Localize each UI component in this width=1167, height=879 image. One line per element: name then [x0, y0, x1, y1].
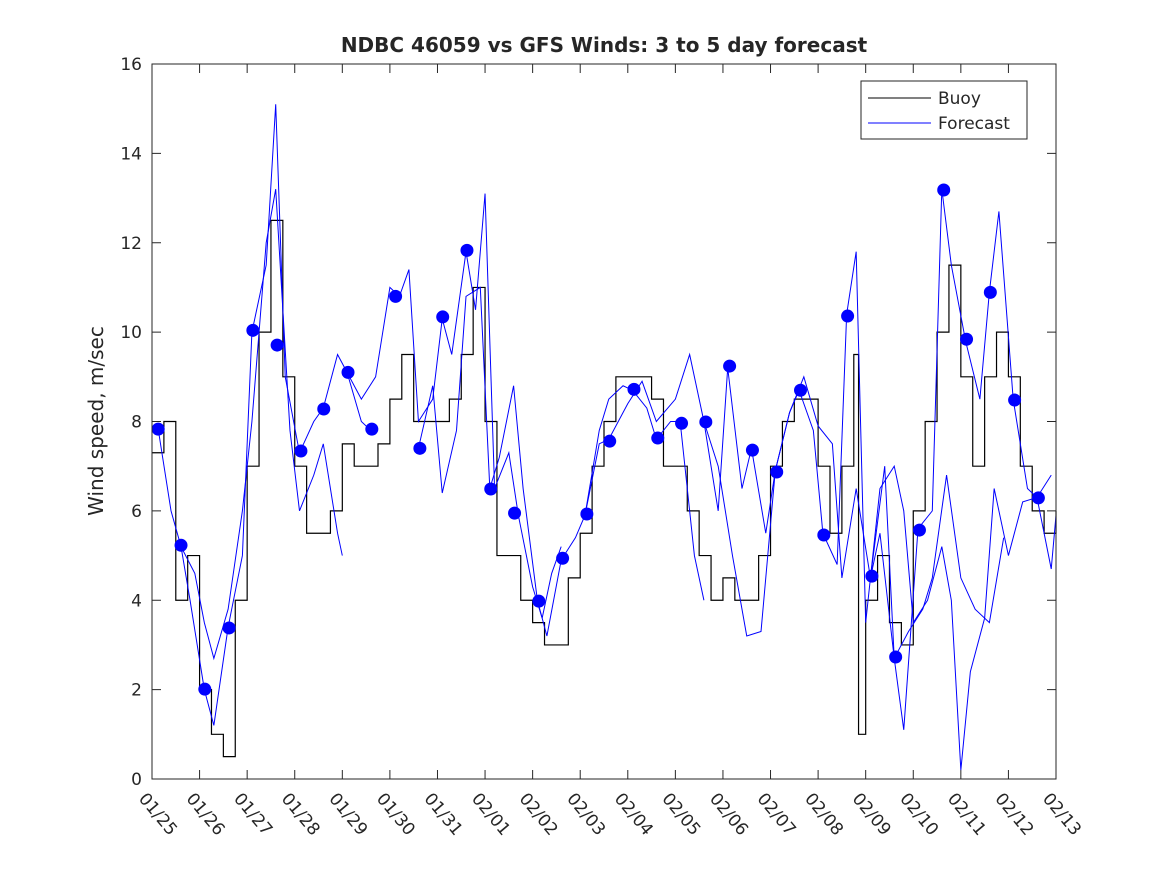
forecast-marker: [794, 383, 808, 397]
x-tick-label: 02/07: [753, 789, 800, 839]
forecast-marker: [246, 323, 260, 337]
forecast-marker: [699, 415, 713, 429]
forecast-marker: [1008, 393, 1022, 407]
forecast-series-line: [180, 189, 343, 661]
x-tick-label: 01/28: [277, 789, 324, 839]
x-tick-label: 02/10: [895, 789, 942, 839]
forecast-series-line: [346, 193, 562, 619]
y-tick-label: 4: [131, 591, 142, 611]
y-tick-label: 6: [131, 502, 142, 522]
forecast-series-line: [703, 375, 1052, 771]
forecast-marker: [1031, 491, 1045, 505]
legend: Buoy Forecast: [860, 80, 1028, 140]
y-tick-label: 12: [120, 234, 142, 254]
forecast-marker: [627, 382, 641, 396]
forecast-marker: [556, 551, 570, 565]
y-tick-label: 8: [131, 413, 142, 433]
forecast-marker: [865, 569, 879, 583]
x-tick-label: 01/25: [134, 789, 181, 839]
x-tick-label: 02/04: [610, 789, 657, 839]
forecast-marker: [294, 444, 308, 458]
forecast-marker: [603, 434, 617, 448]
y-tick-label: 2: [131, 681, 142, 701]
x-tick-label: 02/06: [705, 789, 752, 839]
x-tick-label: 02/09: [848, 789, 895, 839]
forecast-series-line: [869, 466, 1005, 661]
forecast-marker: [937, 183, 951, 197]
forecast-marker: [580, 507, 594, 521]
forecast-marker: [198, 682, 212, 696]
forecast-marker: [365, 422, 379, 436]
forecast-marker: [651, 431, 665, 445]
y-tick-label: 10: [120, 323, 142, 343]
y-tick-label: 16: [120, 55, 142, 75]
forecast-marker: [889, 650, 903, 664]
x-tick-label: 02/05: [658, 789, 705, 839]
forecast-marker: [745, 443, 759, 457]
x-tick-label: 01/27: [229, 789, 276, 839]
forecast-marker: [174, 538, 188, 552]
x-tick-label: 02/02: [515, 789, 562, 839]
forecast-marker: [723, 359, 737, 373]
y-axis-label: Wind speed, m/sec: [84, 326, 108, 516]
forecast-marker: [222, 621, 236, 635]
forecast-marker: [413, 441, 427, 455]
x-tick-label: 01/30: [372, 789, 419, 839]
x-tick-label: 02/12: [991, 789, 1038, 839]
x-tick-label: 02/08: [800, 789, 847, 839]
forecast-marker: [484, 482, 498, 496]
forecast-marker: [460, 243, 474, 257]
forecast-marker: [436, 310, 450, 324]
x-tick-label: 01/26: [182, 789, 229, 839]
forecast-marker: [817, 528, 831, 542]
forecast-series-line: [584, 189, 1057, 730]
forecast-marker: [841, 309, 855, 323]
y-tick-label: 0: [131, 770, 142, 790]
chart-title: NDBC 46059 vs GFS Winds: 3 to 5 day fore…: [341, 33, 868, 57]
plot-frame: [151, 63, 1057, 780]
forecast-marker: [960, 332, 974, 346]
legend-forecast-label: Forecast: [938, 114, 1010, 134]
forecast-marker: [341, 365, 355, 379]
forecast-marker: [317, 402, 331, 416]
forecast-series-line: [157, 104, 372, 726]
x-tick-label: 01/29: [324, 789, 371, 839]
x-tick-label: 01/31: [420, 789, 467, 839]
forecast-marker: [508, 506, 522, 520]
forecast-marker: [770, 465, 784, 479]
forecast-marker: [151, 422, 165, 436]
x-tick-label: 02/11: [943, 789, 990, 839]
legend-buoy-label: Buoy: [938, 89, 981, 109]
x-tick-label: 02/03: [562, 789, 609, 839]
forecast-marker: [983, 285, 997, 299]
y-tick-label: 14: [120, 144, 142, 164]
forecast-marker: [532, 594, 546, 608]
forecast-marker: [675, 416, 689, 430]
x-tick-label: 02/01: [467, 789, 514, 839]
forecast-marker: [270, 338, 284, 352]
x-tick-label: 02/13: [1038, 789, 1085, 839]
forecast-marker: [912, 523, 926, 537]
forecast-marker: [389, 289, 403, 303]
